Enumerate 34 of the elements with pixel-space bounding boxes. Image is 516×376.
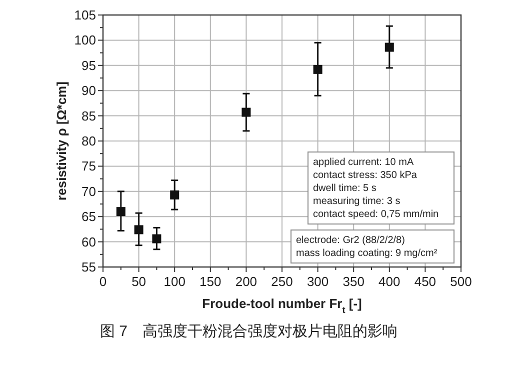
x-tick-label: 400	[378, 274, 400, 289]
annotation: electrode: Gr2 (88/2/2/8) mass loading coating: 9 mg/cm²	[296, 235, 438, 259]
x-tick-label: 50	[132, 274, 146, 289]
y-axis-title: resistivity ρ [Ω*cm]	[54, 82, 69, 200]
y-tick-label: 100	[74, 32, 96, 48]
x-tick-label: 450	[414, 274, 436, 289]
point	[242, 108, 251, 117]
y-tick-label: 95	[82, 58, 96, 73]
point	[116, 207, 126, 216]
x-tick-label: 300	[306, 274, 329, 289]
y-tick-label: 75	[82, 158, 96, 174]
y-tick-label: 60	[82, 234, 96, 250]
y-tick-label: 55	[82, 260, 96, 274]
point	[152, 234, 162, 244]
x-axis-title: Froude-tool number Fr$_{t}$ [-]	[202, 296, 362, 315]
point	[313, 64, 322, 74]
x-tick-label: 500	[450, 274, 472, 289]
x-tick-label: 350	[342, 274, 364, 289]
point	[134, 225, 144, 234]
x-tick-label: 150	[200, 274, 222, 289]
x-tick-label: 0	[99, 274, 107, 289]
annotation: applied current: 10 mA contact stress: 350 kPa dwell time: 5 s measuring time: 3 s contact speed: 0,75 mm/min	[313, 157, 439, 220]
x-tick-label: 250	[271, 274, 293, 289]
y-tick-label: 80	[82, 134, 96, 148]
y-tick-label: 85	[82, 108, 96, 124]
y-tick-label: 65	[82, 209, 96, 224]
y-tick-label: 90	[82, 83, 96, 98]
y-tick-label: 70	[82, 184, 96, 199]
x-tick-label: 200	[235, 274, 258, 289]
y-tick-label: 105	[74, 8, 96, 22]
caption: 图 7 高强度干粉混合强度对极片电阻的影响	[100, 323, 398, 340]
point	[384, 42, 394, 52]
point	[170, 190, 180, 200]
x-tick-label: 100	[164, 274, 186, 289]
